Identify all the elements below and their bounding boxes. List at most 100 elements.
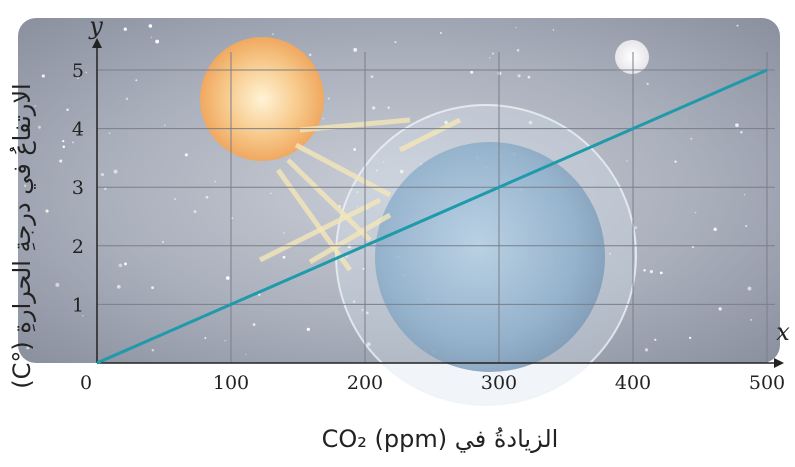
star <box>148 24 153 28</box>
star <box>750 318 753 321</box>
star <box>743 194 746 196</box>
background-illustration <box>18 18 780 406</box>
star <box>66 108 69 112</box>
star <box>659 271 663 275</box>
earth-image <box>375 142 605 372</box>
star <box>527 75 531 79</box>
star <box>517 74 521 78</box>
star <box>161 241 164 243</box>
moon-image <box>615 40 649 74</box>
x-tick-label: 300 <box>481 372 517 394</box>
star <box>399 169 404 174</box>
star <box>184 153 188 157</box>
star <box>689 336 692 339</box>
star <box>322 118 324 120</box>
grid <box>97 52 775 363</box>
star <box>306 327 310 332</box>
star <box>150 36 153 39</box>
star <box>272 33 274 35</box>
star <box>124 262 127 266</box>
star <box>23 184 27 188</box>
x-tick-label: 500 <box>749 372 785 394</box>
x-tick-label: 200 <box>347 372 383 394</box>
x-axis-title: الزيادةُ في CO₂ (ppm) <box>322 425 559 453</box>
y-tick-label: 2 <box>72 236 84 258</box>
star <box>654 338 657 341</box>
star <box>72 141 74 144</box>
star <box>308 53 312 57</box>
y-tick-label: 1 <box>72 294 84 316</box>
star <box>365 311 369 315</box>
x-axis-arrow <box>774 358 784 368</box>
star <box>634 226 638 230</box>
star <box>85 71 88 74</box>
star <box>205 195 209 199</box>
star <box>282 255 286 259</box>
star <box>151 349 155 352</box>
star <box>82 315 84 317</box>
star <box>62 145 66 149</box>
star <box>646 82 649 85</box>
y-axis-title: الارتفاعُ في درجةِ الحرارةِ (°C) <box>8 83 36 388</box>
star <box>718 307 722 311</box>
star <box>155 39 160 44</box>
star <box>258 293 261 296</box>
star <box>491 52 495 55</box>
star <box>123 27 127 31</box>
star <box>552 29 555 31</box>
star <box>361 308 364 312</box>
star <box>694 211 697 214</box>
star <box>151 286 154 290</box>
star <box>382 161 385 163</box>
star <box>77 77 79 80</box>
star <box>245 353 247 356</box>
star <box>231 217 234 219</box>
star <box>644 348 649 352</box>
star <box>352 300 356 303</box>
y-tick-label: 3 <box>72 177 84 199</box>
labels: 100 200 300 400 500 1 2 3 4 5 <box>72 60 785 394</box>
star <box>488 57 491 59</box>
star <box>55 282 60 287</box>
star <box>225 276 230 280</box>
star <box>135 79 138 82</box>
star <box>690 137 693 140</box>
y-tick-label: 4 <box>72 119 84 141</box>
star <box>45 209 49 213</box>
star <box>745 224 748 228</box>
star <box>26 346 30 350</box>
axes <box>92 38 784 368</box>
star <box>356 191 359 193</box>
star <box>516 48 520 52</box>
x-axis-symbol: x <box>776 318 790 346</box>
star <box>740 131 743 134</box>
star <box>375 169 379 172</box>
star <box>528 120 533 125</box>
star <box>252 323 256 326</box>
star <box>164 124 166 126</box>
star <box>747 286 752 291</box>
star <box>41 74 45 78</box>
star <box>439 31 442 35</box>
star <box>736 24 739 27</box>
star <box>470 70 474 74</box>
star <box>108 132 111 135</box>
x-tick-label: 100 <box>213 372 249 394</box>
star <box>113 169 118 174</box>
star <box>394 41 397 44</box>
star <box>118 263 123 268</box>
star <box>356 205 358 207</box>
origin-label: 0 <box>80 372 92 394</box>
star <box>643 268 646 272</box>
star <box>609 252 611 255</box>
star <box>214 180 216 183</box>
star <box>735 123 739 128</box>
star <box>327 97 330 100</box>
y-tick-label: 5 <box>72 60 84 82</box>
star <box>59 159 63 163</box>
star <box>100 172 105 177</box>
star <box>713 227 717 232</box>
star <box>125 97 129 101</box>
series-line <box>96 68 768 365</box>
